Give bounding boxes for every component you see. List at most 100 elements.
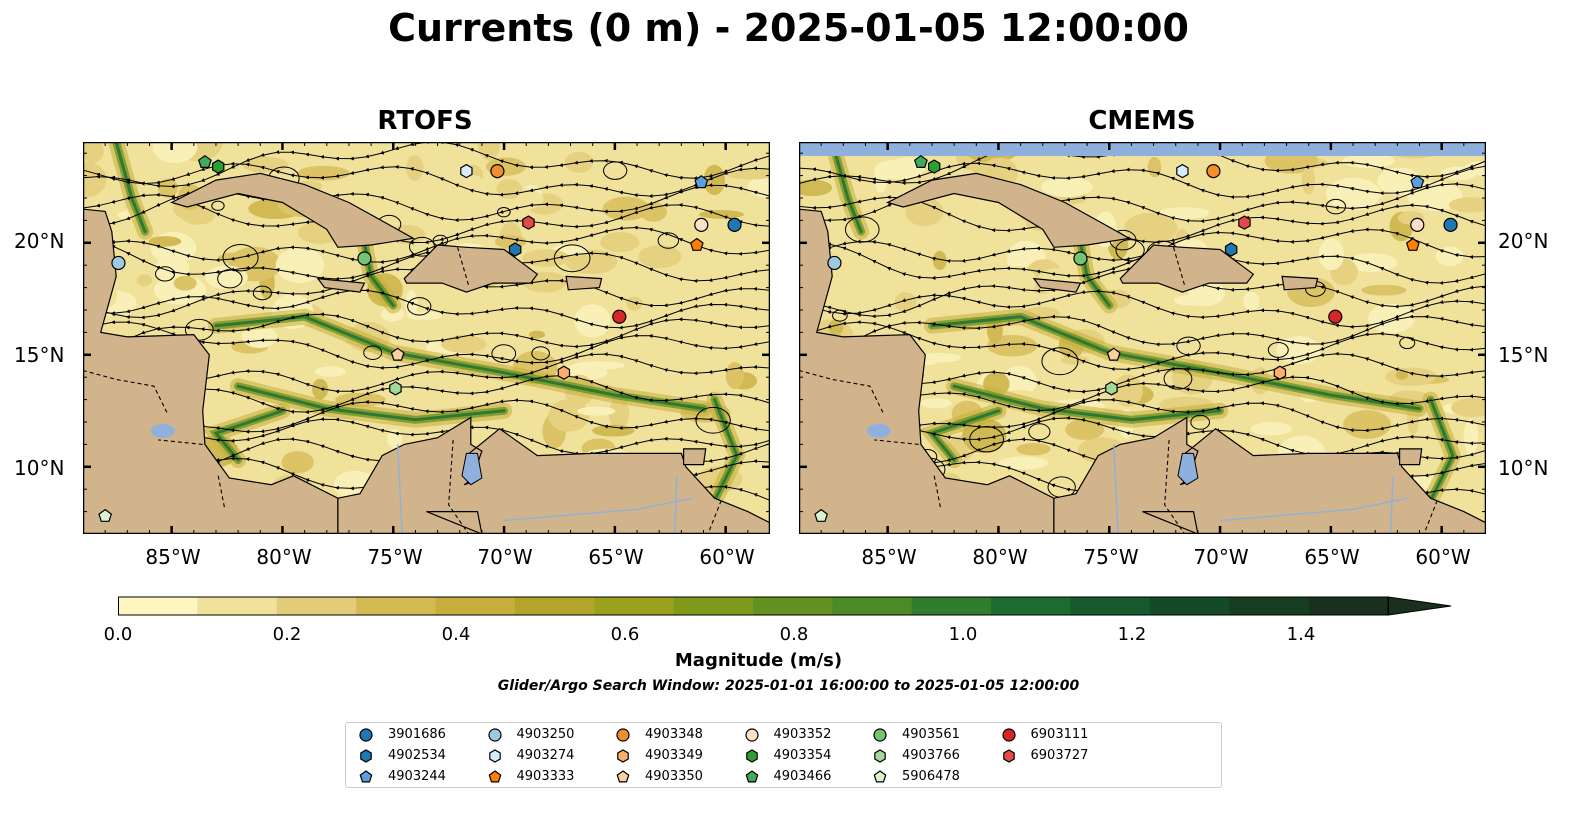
central-america-land [799, 208, 1055, 534]
colorbar-segment [1070, 597, 1151, 615]
legend-marker-4903354 [745, 749, 758, 763]
float-marker-4903766 [1105, 381, 1118, 396]
colorbar-segment [753, 597, 833, 615]
legend-label: 5906478 [902, 769, 960, 784]
andes-land-hint [1142, 511, 1199, 534]
legend-marker-3901686 [359, 728, 373, 742]
legend-label: 4903349 [645, 748, 703, 763]
legend-marker-4903349 [617, 749, 629, 763]
float-marker-4903250 [111, 255, 126, 271]
lat-label-20n-left: 20°N [14, 229, 65, 253]
float-marker-4903244 [1410, 175, 1425, 189]
hispaniola [403, 244, 539, 293]
float-marker-6903727 [522, 215, 535, 230]
legend-label: 4903354 [773, 748, 832, 763]
legend-label: 4903244 [388, 769, 446, 784]
puerto-rico [565, 275, 603, 291]
float-markers [98, 154, 742, 522]
legend-marker-circle-icon [487, 728, 502, 742]
float-markers [814, 154, 1458, 522]
legend-label: 4903466 [773, 769, 832, 784]
float-marker-4903244 [694, 175, 709, 189]
colorbar-tick-2: 0.4 [441, 624, 471, 645]
lon-label-80w-left: 80°W [256, 545, 312, 569]
float-marker-4903466 [197, 154, 212, 168]
lon-label-75w-left: 75°W [367, 545, 423, 569]
float-marker-4903274 [1176, 163, 1189, 179]
rivers [1112, 444, 1409, 534]
float-marker-4903466 [913, 154, 928, 168]
lon-label-60w-right: 60°W [1415, 545, 1471, 569]
legend-marker-4902534 [360, 749, 372, 763]
map-ticks [83, 142, 770, 534]
lat-label-10n-right: 10°N [1498, 456, 1549, 480]
float-marker-4903350 [1106, 347, 1121, 361]
lon-label-65w-right: 65°W [1304, 545, 1360, 569]
colorbar-segment [514, 597, 595, 615]
colorbar-segment [276, 597, 357, 615]
lat-label-15n-right: 15°N [1498, 343, 1549, 367]
colorbar-segment [991, 597, 1071, 615]
legend-label: 4903274 [516, 748, 575, 763]
colorbar-segment [197, 597, 278, 615]
lake-maracaibo [1177, 452, 1199, 486]
lon-label-60w-left: 60°W [699, 545, 755, 569]
colorbar-segment [594, 597, 675, 615]
lon-label-65w-left: 65°W [588, 545, 644, 569]
float-marker-4903352 [694, 217, 709, 232]
colorbar-tick-6: 1.2 [1117, 624, 1147, 645]
float-marker-4903333 [1405, 237, 1420, 251]
legend-marker-4903352 [744, 728, 759, 742]
no-data-band [799, 142, 1486, 156]
legend-marker-4903274 [488, 749, 501, 763]
legend-marker-circle-icon [616, 728, 630, 742]
legend-marker-pentagon-icon [873, 770, 887, 783]
panel-title-rtofs: RTOFS [377, 106, 473, 136]
magnitude-colorbar [118, 596, 1452, 616]
map-frame [83, 142, 770, 534]
lon-label-85w-right: 85°W [861, 545, 917, 569]
float-marker-4903348 [1206, 164, 1221, 179]
float-marker-6903111 [612, 309, 627, 324]
country-borders [799, 247, 1438, 534]
rtofs-current-map [83, 142, 770, 534]
legend-marker-hexagon-icon [1002, 749, 1015, 763]
float-marker-5906478 [98, 508, 113, 522]
trinidad [1399, 448, 1423, 466]
colorbar-segment [1229, 597, 1310, 615]
legend-label: 4903250 [516, 727, 575, 742]
legend-label: 4903348 [645, 727, 703, 742]
float-marker-3901686 [1443, 217, 1458, 232]
lon-label-80w-right: 80°W [972, 545, 1028, 569]
colorbar-segment [911, 597, 992, 615]
legend-label: 6903727 [1030, 748, 1089, 763]
legend-marker-4903244 [359, 770, 373, 783]
float-marker-4903333 [689, 237, 704, 251]
jamaica [316, 277, 366, 293]
colorbar-segment [673, 597, 754, 615]
lon-label-85w-left: 85°W [145, 545, 201, 569]
legend-marker-hexagon-icon [617, 749, 629, 763]
trinidad [683, 448, 707, 466]
legend-marker-hexagon-icon [360, 749, 372, 763]
float-marker-4903561 [1073, 251, 1088, 266]
legend-marker-4903561 [873, 728, 887, 742]
legend-marker-hexagon-icon [874, 749, 886, 763]
legend-label: 4903561 [902, 727, 960, 742]
legend-label: 4903333 [516, 769, 575, 784]
legend-label: 4903350 [645, 769, 703, 784]
lon-label-75w-right: 75°W [1083, 545, 1139, 569]
legend-label: 4903352 [773, 727, 832, 742]
lat-label-15n-left: 15°N [14, 343, 65, 367]
colorbar-tick-4: 0.8 [779, 624, 809, 645]
colorbar-segment [832, 597, 913, 615]
colorbar-extend-arrow [1387, 596, 1452, 616]
lake-nicaragua [866, 423, 891, 438]
cuba [885, 172, 1131, 248]
legend-label: 6903111 [1030, 727, 1089, 742]
legend-marker-pentagon-icon [616, 770, 630, 783]
cuba [169, 172, 415, 248]
lake-maracaibo [461, 452, 483, 486]
legend-marker-5906478 [873, 770, 887, 783]
float-marker-4903561 [357, 251, 372, 266]
